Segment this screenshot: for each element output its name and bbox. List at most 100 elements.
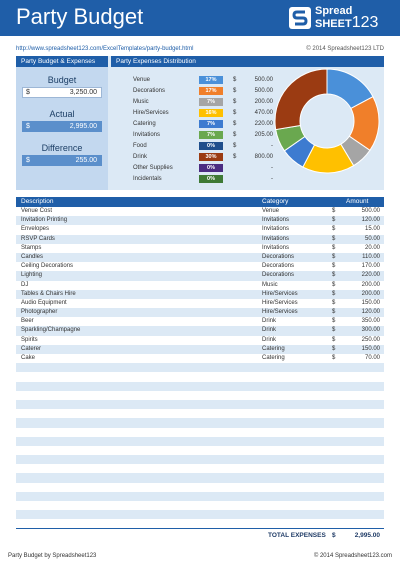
dist-category: Decorations [133,88,166,94]
dist-amount: 470.00 [254,110,273,116]
table-row[interactable]: Beer Drink $350.00 [16,317,384,327]
table-row[interactable]: DJ Music $200.00 [16,280,384,290]
col-category-header: Category [262,198,289,205]
row-currency: $ [332,235,336,242]
template-url-link[interactable]: http://www.spreadsheet123.com/ExcelTempl… [16,46,194,52]
expenses-donut-chart [274,68,380,174]
row-description: Ceiling Decorations [21,263,74,270]
table-row[interactable] [16,455,384,465]
difference-value-field: $ 255.00 [22,155,102,166]
table-row[interactable]: Ceiling Decorations Decorations $170.00 [16,262,384,272]
table-row[interactable] [16,473,384,483]
table-row[interactable]: Stamps Invitations $20.00 [16,243,384,253]
table-row[interactable]: Lighting Decorations $220.00 [16,271,384,281]
dist-percent: 30% [199,153,223,161]
distribution-header: Party Expenses Distribution [111,56,384,67]
dist-percent: 7% [199,131,223,139]
table-row[interactable] [16,399,384,410]
actual-currency: $ [26,123,30,130]
row-amount: 200.00 [361,281,380,288]
table-row[interactable]: Venue Cost Venue $500.00 [16,207,384,217]
table-row[interactable]: Caterer Catering $150.00 [16,344,384,354]
dist-percent: 7% [199,120,223,128]
table-row[interactable] [16,409,384,419]
table-row[interactable] [16,418,384,428]
dist-category: Food [133,143,147,149]
row-description: Tables & Chairs Hire [21,290,76,297]
table-row[interactable]: Envelopes Invitations $15.00 [16,225,384,235]
row-currency: $ [332,244,336,251]
row-description: Photographer [21,309,58,316]
page-footer: Party Budget by Spreadsheet123 © 2014 Sp… [8,553,392,559]
table-row[interactable] [16,510,384,520]
table-row[interactable] [16,390,384,400]
row-category: Venue [262,208,280,214]
row-amount: 350.00 [361,318,380,325]
budget-value-field[interactable]: $ 3,250.00 [22,87,102,98]
row-description: Envelopes [21,226,50,233]
difference-label: Difference [41,143,83,153]
row-category: Catering [262,345,285,352]
dist-category: Other Supplies [133,165,173,171]
row-currency: $ [332,253,336,260]
table-row[interactable]: Photographer Hire/Services $120.00 [16,308,384,318]
table-row[interactable] [16,501,384,511]
row-description: Sparkling/Champagne [21,327,81,334]
table-row[interactable]: Invitation Printing Invitations $120.00 [16,216,384,226]
distribution-row: Incidentals 0% - [131,174,291,184]
row-amount: 70.00 [364,355,380,361]
dist-amount: 500.00 [254,77,273,83]
actual-label: Actual [49,109,75,119]
dist-amount: 500.00 [254,88,273,94]
table-row[interactable] [16,464,384,474]
table-row[interactable]: Spirits Drink $250.00 [16,335,384,345]
table-row[interactable] [16,482,384,492]
row-currency: $ [332,327,336,334]
table-row[interactable]: RSVP Cards Invitations $50.00 [16,234,384,244]
budget-summary-box: Budget $ 3,250.00 Actual $ 2,995.00 Diff… [16,67,108,190]
meta-line: http://www.spreadsheet123.com/ExcelTempl… [16,46,384,52]
distribution-row: Hire/Services 16% $ 470.00 [131,108,291,118]
table-row[interactable] [16,427,384,437]
table-row[interactable] [16,363,384,373]
row-description: DJ [21,281,29,288]
dist-category: Drink [133,154,148,160]
table-row[interactable]: Sparkling/Champagne Drink $300.00 [16,326,384,336]
row-category: Invitations [262,235,290,242]
table-row[interactable] [16,372,384,382]
table-row[interactable]: Audio Equipment Hire/Services $150.00 [16,298,384,309]
dist-currency: $ [233,110,237,116]
col-amount-header: Amount [346,198,369,205]
dist-percent: 17% [199,76,223,84]
row-currency: $ [332,208,336,214]
table-row[interactable] [16,436,384,446]
row-description: Stamps [21,244,42,251]
distribution-row: Catering 7% $ 220.00 [131,119,291,129]
row-amount: 20.00 [364,244,380,251]
row-currency: $ [332,281,336,288]
dist-amount: 800.00 [254,154,273,160]
row-category: Hire/Services [262,309,298,316]
table-row[interactable]: Candles Decorations $110.00 [16,252,384,263]
row-category: Invitations [262,217,290,224]
row-description: Beer [21,318,34,325]
table-row[interactable]: Cake Catering $70.00 [16,354,384,364]
table-row[interactable]: Tables & Chairs Hire Hire/Services $200.00 [16,289,384,299]
table-row[interactable] [16,381,384,391]
row-category: Hire/Services [262,290,298,297]
table-row[interactable] [16,445,384,456]
dist-percent: 0% [199,164,223,172]
dist-percent: 16% [199,109,223,117]
table-row[interactable] [16,491,384,501]
row-description: Caterer [21,345,42,352]
row-currency: $ [332,309,336,316]
row-description: RSVP Cards [21,235,55,242]
row-amount: 110.00 [362,253,380,260]
budget-value: 3,250.00 [69,89,97,96]
row-currency: $ [332,290,336,297]
row-category: Decorations [262,263,295,270]
logo-line1: Spread [315,5,353,17]
dist-amount: 205.00 [254,132,273,138]
row-currency: $ [332,263,336,270]
donut-slice-drink [274,68,328,131]
